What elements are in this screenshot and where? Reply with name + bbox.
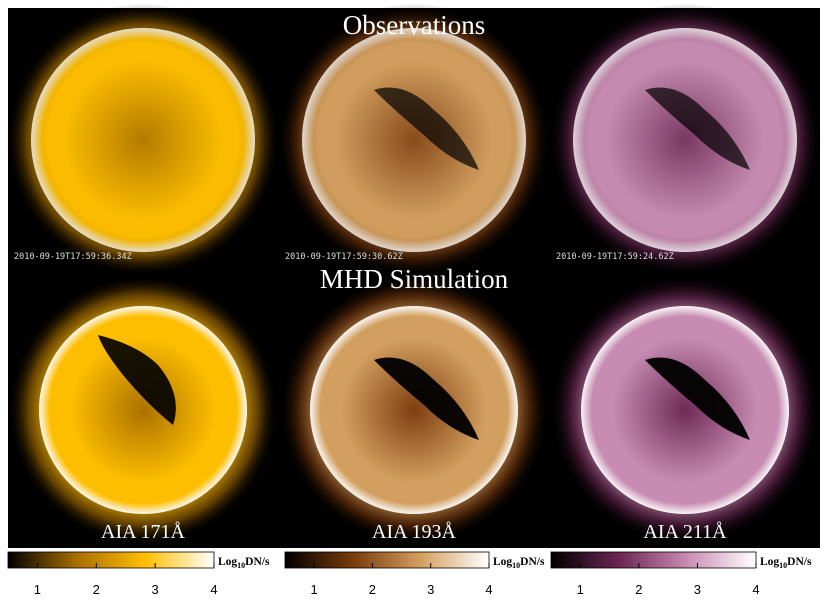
colorbar-tick-label: 1 xyxy=(34,582,41,597)
unit-subscript: 10 xyxy=(237,561,245,570)
unit-base: Log xyxy=(218,556,237,568)
coronal-hole xyxy=(374,357,479,440)
colorbar-tick-label: 2 xyxy=(93,582,100,597)
colorbar-tick-label: 2 xyxy=(635,582,642,597)
unit-rest: DN/s xyxy=(520,556,545,568)
colorbar-tick-label: 4 xyxy=(210,582,217,597)
solar-disk xyxy=(573,28,797,252)
colorbar-tick-label: 1 xyxy=(311,582,318,597)
unit-rest: DN/s xyxy=(787,556,812,568)
unit-subscript: 10 xyxy=(512,561,520,570)
timestamp: 2010-09-19T17:59:36.34Z xyxy=(14,252,132,262)
colorbar-tick-label: 3 xyxy=(427,582,434,597)
solar-disk xyxy=(581,306,789,514)
solar-disk xyxy=(31,28,255,252)
panel-label: AIA 193Å xyxy=(372,521,456,543)
solar-disk xyxy=(310,306,518,514)
unit-rest: DN/s xyxy=(245,556,270,568)
coronal-hole xyxy=(645,87,750,170)
colorbar-tick-label: 3 xyxy=(152,582,159,597)
unit-base: Log xyxy=(760,556,779,568)
colorbar-tick-label: 4 xyxy=(752,582,759,597)
colorbar-gradient xyxy=(284,551,490,569)
coronal-hole xyxy=(645,357,750,440)
solar-disk xyxy=(302,28,526,252)
colorbar-gradient xyxy=(7,551,215,569)
colorbar-unit: Log10DN/s xyxy=(218,556,270,570)
timestamp: 2010-09-19T17:59:24.62Z xyxy=(556,252,674,262)
colorbar-tick-label: 4 xyxy=(485,582,492,597)
colorbar-gradient xyxy=(550,551,757,569)
unit-base: Log xyxy=(493,556,512,568)
solar-disk xyxy=(39,306,247,514)
unit-subscript: 10 xyxy=(779,561,787,570)
row-title: Observations xyxy=(343,10,485,40)
coronal-hole xyxy=(374,87,479,170)
panel-label: AIA 211Å xyxy=(643,521,727,543)
colorbar-tick-label: 1 xyxy=(577,582,584,597)
row-title: MHD Simulation xyxy=(320,264,509,294)
colorbar-unit: Log10DN/s xyxy=(760,556,812,570)
colorbar-unit: Log10DN/s xyxy=(493,556,545,570)
panel-label: AIA 171Å xyxy=(101,521,185,543)
coronal-hole xyxy=(98,335,176,425)
colorbar-tick-label: 3 xyxy=(694,582,701,597)
colorbar-tick-label: 2 xyxy=(369,582,376,597)
timestamp: 2010-09-19T17:59:30.62Z xyxy=(285,252,403,262)
